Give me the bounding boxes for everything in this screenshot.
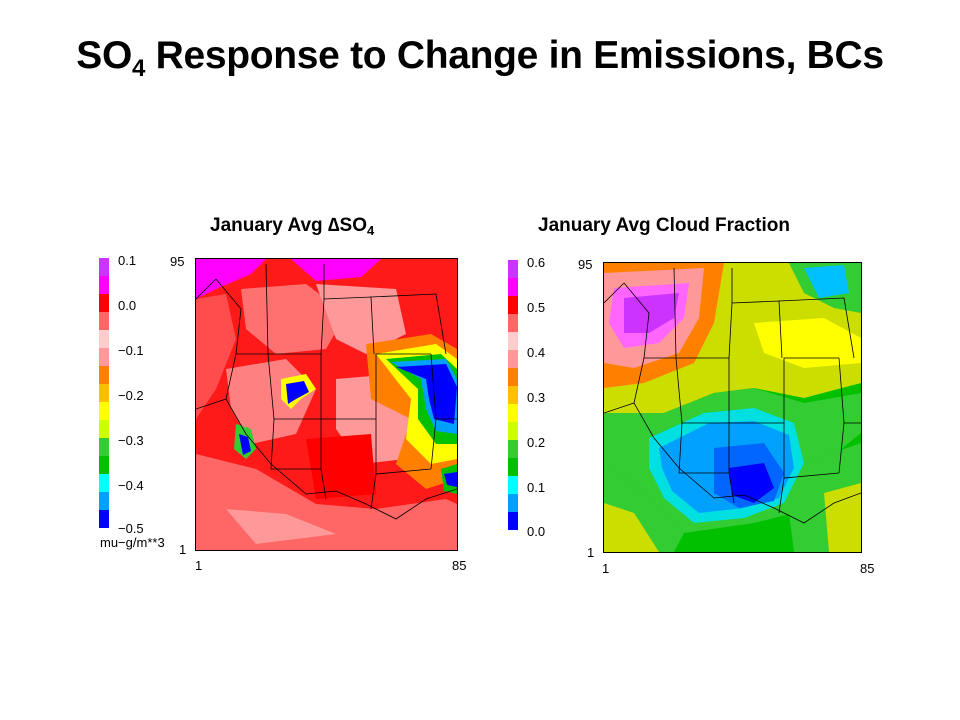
left-colorbar-label: −0.1 [118,343,144,358]
left-colorbar-label: 0.0 [118,298,137,313]
left-colorbar-label: −0.3 [118,433,144,448]
colorbar-swatch [508,260,518,278]
left-colorbar-label: −0.2 [118,388,144,403]
colorbar-swatch [99,366,109,384]
colorbar-swatch [508,314,518,332]
left-panel-title: January Avg ∆SO4 [210,215,375,238]
left-colorbar-label: 0.1 [118,253,137,268]
right-colorbar-label: 0.2 [527,435,546,450]
left-map-plot [195,258,458,551]
left-colorbar [99,258,109,528]
colorbar-swatch [99,420,109,438]
right-colorbar-label: 0.4 [527,345,546,360]
right-y-tick-bottom: 1 [587,545,595,560]
colorbar-swatch [99,384,109,402]
colorbar-swatch [508,368,518,386]
right-colorbar-label: 0.6 [527,255,546,270]
colorbar-swatch [508,296,518,314]
right-colorbar-label: 0.3 [527,390,546,405]
colorbar-swatch [99,510,109,528]
right-colorbar-label: 0.5 [527,300,546,315]
colorbar-swatch [99,492,109,510]
colorbar-swatch [508,404,518,422]
left-y-tick-top: 95 [170,254,185,269]
colorbar-swatch [99,258,109,276]
colorbar-swatch [99,402,109,420]
colorbar-swatch [99,276,109,294]
colorbar-swatch [508,494,518,512]
colorbar-swatch [99,438,109,456]
colorbar-swatch [508,512,518,530]
colorbar-swatch [99,348,109,366]
left-x-tick-right: 85 [452,558,467,573]
colorbar-swatch [508,458,518,476]
left-x-tick-left: 1 [195,558,203,573]
right-x-tick-left: 1 [602,561,610,576]
left-y-tick-bottom: 1 [179,542,187,557]
right-panel-title: January Avg Cloud Fraction [538,215,790,236]
right-colorbar [508,260,518,530]
colorbar-swatch [99,456,109,474]
colorbar-swatch [508,440,518,458]
right-colorbar-label: 0.0 [527,524,546,539]
slide-title: SO4 Response to Change in Emissions, BCs [76,34,884,82]
left-colorbar-unit: mu−g/m**3 [100,535,165,550]
right-map-plot [603,262,862,553]
colorbar-swatch [99,294,109,312]
colorbar-swatch [99,312,109,330]
colorbar-swatch [99,474,109,492]
colorbar-swatch [508,350,518,368]
colorbar-swatch [508,278,518,296]
colorbar-swatch [508,332,518,350]
colorbar-swatch [99,330,109,348]
colorbar-swatch [508,476,518,494]
left-colorbar-label: −0.5 [118,521,144,536]
right-y-tick-top: 95 [578,257,593,272]
right-x-tick-right: 85 [860,561,875,576]
colorbar-swatch [508,386,518,404]
right-colorbar-label: 0.1 [527,480,546,495]
colorbar-swatch [508,422,518,440]
left-colorbar-label: −0.4 [118,478,144,493]
